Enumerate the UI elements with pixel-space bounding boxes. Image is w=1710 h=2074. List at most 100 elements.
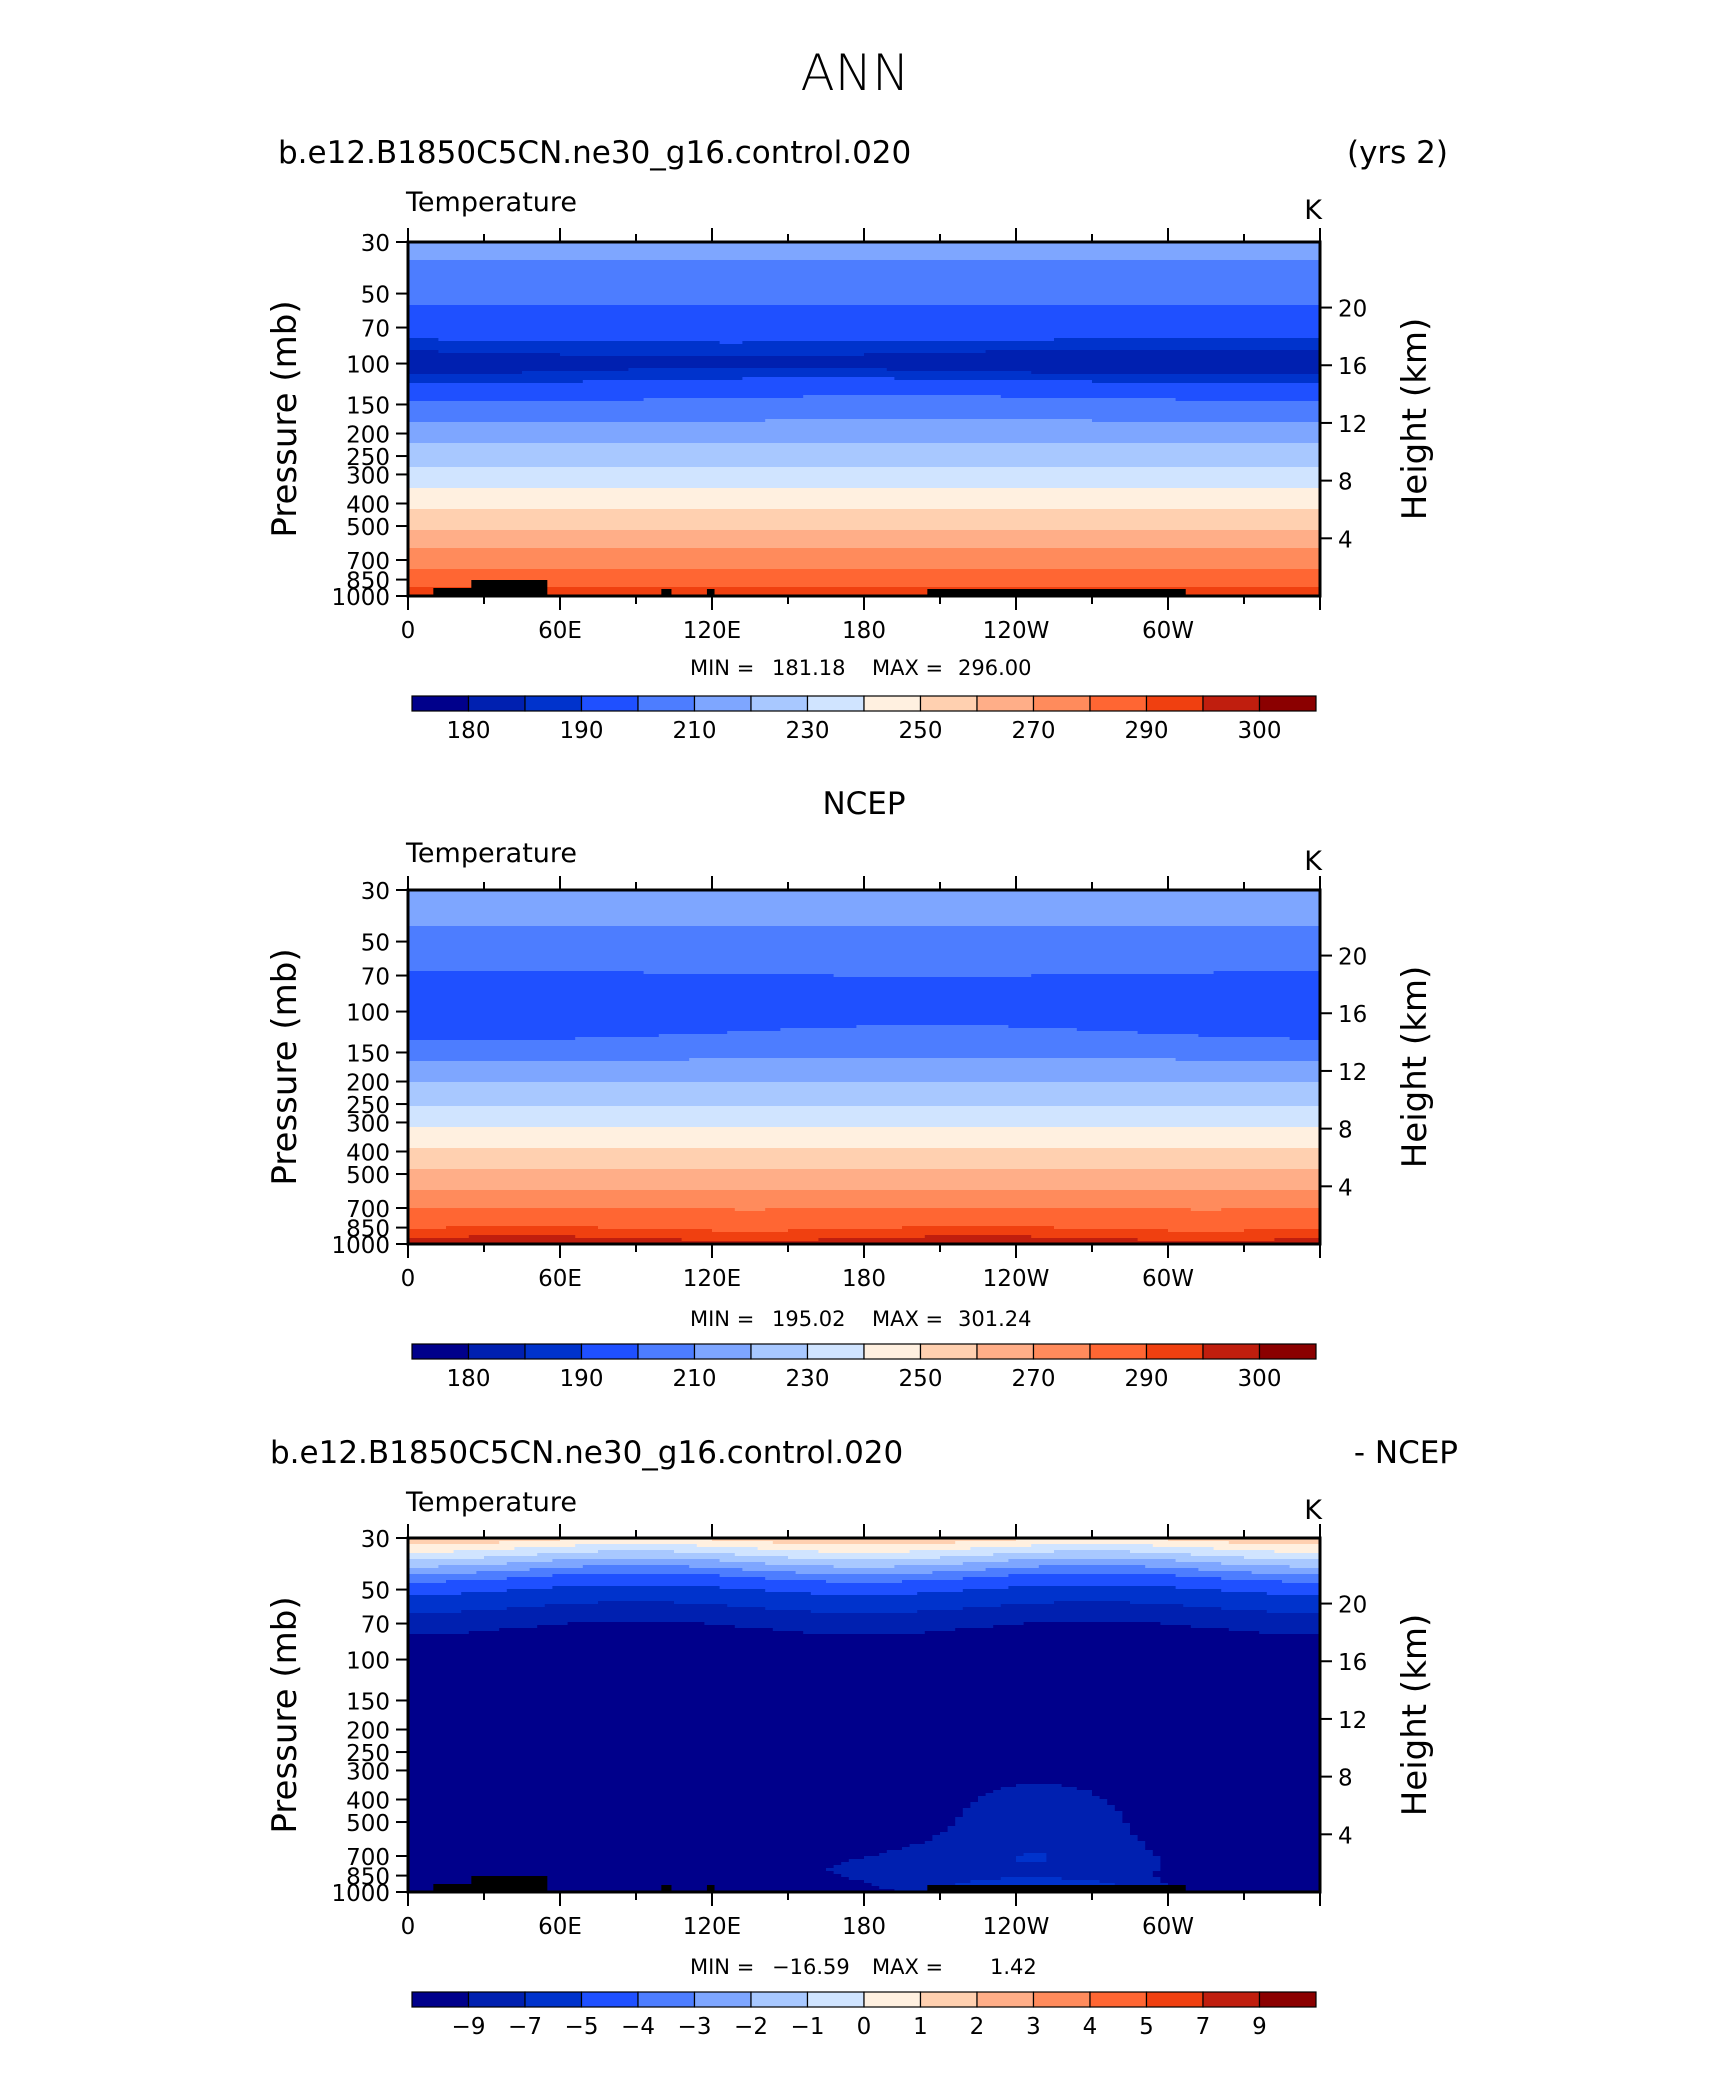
- contour-cell: [955, 1883, 1116, 1887]
- contour-cell: [408, 941, 1321, 945]
- colorbar-swatch: [524, 1343, 583, 1360]
- y-tick-label: 400: [346, 1788, 390, 1814]
- contour-cell: [719, 1574, 1009, 1578]
- topography: [927, 589, 1186, 596]
- contour-cell: [408, 1787, 1002, 1791]
- variable-label: Temperature: [405, 1487, 577, 1518]
- topography: [661, 589, 672, 596]
- contour-cell: [1152, 1853, 1321, 1857]
- contour-cell: [408, 1688, 1321, 1692]
- contour-cell: [1099, 1796, 1321, 1800]
- contour-cell: [1221, 1577, 1321, 1581]
- contour-cell: [1023, 1853, 1047, 1857]
- contour-cell: [408, 893, 1321, 897]
- contour-cell: [408, 956, 1321, 960]
- contour-cell: [408, 1016, 1321, 1020]
- panel-case-label: NCEP: [822, 786, 905, 822]
- contour-cell: [408, 1076, 1321, 1080]
- contour-cell: [408, 263, 1321, 267]
- contour-cell: [408, 1727, 1321, 1731]
- contour-cell: [408, 989, 1321, 993]
- y-tick-label: 300: [346, 463, 390, 489]
- y-tick-label: 70: [361, 965, 390, 991]
- contour-cell: [408, 1043, 1321, 1047]
- contour-cell: [962, 1811, 1123, 1815]
- contour-cell: [408, 1115, 1321, 1119]
- contour-cell: [408, 539, 1321, 543]
- contour-cell: [408, 581, 1321, 585]
- contour-cell: [408, 1796, 979, 1800]
- contour-cell: [408, 923, 1321, 927]
- colorbar-swatch: [637, 1343, 696, 1360]
- contour-cell: [560, 353, 865, 357]
- contour-cell: [962, 1607, 1222, 1611]
- contour-cell: [408, 1736, 1321, 1740]
- contour-cell: [408, 1832, 941, 1836]
- contour-cell: [408, 1742, 1321, 1746]
- contour-cell: [1099, 1880, 1161, 1884]
- contour-cell: [1054, 1226, 1321, 1230]
- contour-cell: [408, 566, 1321, 570]
- contour-cell: [408, 1859, 850, 1863]
- colorbar: −9 −7 −5 −4 −3 −2 −1 0 1 2 3 4 5 7 9: [411, 1991, 1317, 2040]
- contour-cell: [408, 1703, 1321, 1707]
- min-label: MIN =: [690, 656, 754, 680]
- contour-cell: [408, 974, 835, 978]
- contour-cell: [1031, 1235, 1321, 1239]
- contour-cell: [408, 404, 1321, 408]
- contour-cell: [408, 896, 1321, 900]
- contour-cell: [408, 905, 1321, 909]
- contour-cell: [1114, 1805, 1321, 1809]
- contour-cell: [1168, 1538, 1321, 1542]
- contour-cell: [1130, 1826, 1321, 1830]
- contour-cell: [408, 1841, 926, 1845]
- contour-cell: [1183, 1604, 1321, 1608]
- contour-cell: [1175, 1586, 1321, 1590]
- contour-cell: [772, 1628, 956, 1632]
- contour-cell: [408, 1547, 515, 1551]
- colorbar-label: −1: [791, 2014, 825, 2040]
- contour-cell: [864, 353, 1321, 357]
- contour-cell: [1008, 1574, 1177, 1578]
- colorbar-label: 210: [673, 1366, 717, 1392]
- contour-cell: [408, 971, 645, 975]
- contour-cell: [408, 980, 1321, 984]
- colorbar-label: 180: [447, 1366, 491, 1392]
- contour-cell: [894, 377, 1321, 381]
- contour-cell: [408, 1109, 1321, 1113]
- contour-cell: [1023, 1622, 1161, 1626]
- contour-cell: [408, 332, 1321, 336]
- contour-cell: [408, 455, 1321, 459]
- contour-cell: [408, 281, 1321, 285]
- contour-cell: [1168, 1883, 1321, 1887]
- contour-cell: [408, 908, 1321, 912]
- contour-cell: [1175, 1058, 1321, 1062]
- contour-cell: [408, 308, 1321, 312]
- colorbar-swatch: [806, 1991, 865, 2008]
- contour-cell: [1190, 1553, 1321, 1557]
- contour-cell: [932, 1571, 1253, 1575]
- colorbar-label: 190: [560, 1366, 604, 1392]
- contour-cell: [408, 323, 1321, 327]
- colorbar-label: 4: [1083, 2014, 1098, 2040]
- colorbar-swatch: [1258, 1991, 1317, 2008]
- contour-cell: [788, 1229, 1169, 1233]
- contour-cell: [408, 983, 1321, 987]
- contour-cell: [1289, 1037, 1321, 1041]
- contour-cell: [1031, 1544, 1154, 1548]
- y-tick-label: 1000: [331, 585, 390, 611]
- contour-cell: [408, 944, 1321, 948]
- contour-cell: [408, 1097, 1321, 1101]
- contour-cell: [514, 1547, 759, 1551]
- contour-cell: [917, 1592, 1268, 1596]
- contour-cell: [1221, 1562, 1321, 1566]
- contour-cell: [985, 1568, 1199, 1572]
- colorbar: 180 190 210 230 250 270 290 300: [411, 695, 1317, 744]
- contour-cell: [734, 1208, 766, 1212]
- contour-cell: [544, 1604, 728, 1608]
- contour-cell: [408, 992, 1321, 996]
- contour-cell: [1152, 1544, 1321, 1548]
- figure-title: ANN: [800, 44, 909, 102]
- y2-tick-label: 12: [1338, 1708, 1367, 1734]
- x-tick-label: 60W: [1142, 618, 1194, 644]
